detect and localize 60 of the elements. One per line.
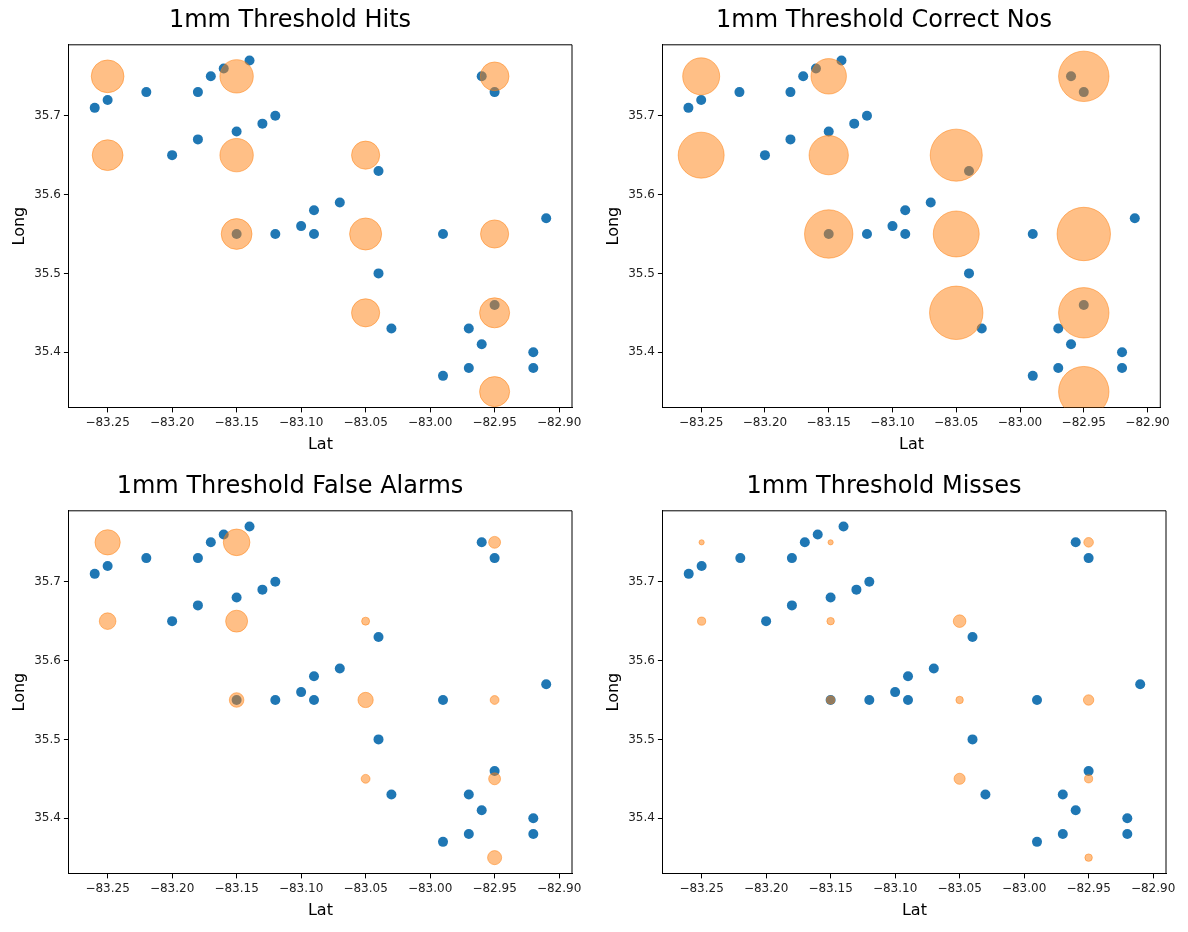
- y-tick-label: 35.7: [34, 573, 61, 588]
- x-tick-label: −83.20: [742, 414, 788, 429]
- x-tick-label: −83.00: [407, 414, 453, 429]
- x-tick-label: −82.90: [1125, 414, 1170, 429]
- y-tick-label: 35.7: [34, 107, 61, 122]
- x-tick-label: −83.10: [278, 414, 324, 429]
- x-tick-label: −82.95: [472, 880, 517, 895]
- y-tick-label: 35.4: [34, 344, 61, 359]
- y-tick-label: 35.5: [628, 731, 655, 746]
- x-tick-label: −83.10: [870, 414, 915, 429]
- x-tick-label: −83.25: [679, 880, 724, 895]
- x-tick-label: −83.15: [808, 880, 853, 895]
- x-tick-label: −83.05: [937, 880, 982, 895]
- y-tick-label: 35.5: [628, 265, 655, 280]
- chart-title: 1mm Threshold Correct Nos: [716, 4, 1052, 33]
- chart-title: 1mm Threshold Misses: [746, 470, 1022, 499]
- y-axis-title: Long: [602, 672, 622, 712]
- y-axis-title: Long: [602, 206, 622, 246]
- y-tick-label: 35.4: [628, 344, 655, 359]
- x-tick-label: −83.20: [149, 880, 195, 895]
- x-tick-label: −82.90: [536, 880, 582, 895]
- x-tick-label: −83.05: [343, 880, 388, 895]
- y-axis-title: Long: [8, 206, 28, 246]
- x-tick-label: −83.15: [214, 880, 259, 895]
- x-tick-label: −82.90: [1130, 880, 1176, 895]
- y-tick-label: 35.5: [34, 265, 61, 280]
- y-tick-label: 35.7: [628, 573, 655, 588]
- y-tick-label: 35.5: [34, 731, 61, 746]
- x-tick-label: −83.25: [85, 414, 130, 429]
- x-axis-title: Lat: [901, 899, 927, 919]
- x-tick-label: −83.20: [743, 880, 789, 895]
- x-tick-label: −82.90: [536, 414, 582, 429]
- x-tick-label: −83.15: [806, 414, 851, 429]
- x-tick-label: −83.20: [149, 414, 195, 429]
- x-tick-label: −83.25: [678, 414, 724, 429]
- x-tick-label: −82.95: [1066, 880, 1111, 895]
- chart-title: 1mm Threshold False Alarms: [116, 470, 464, 499]
- x-tick-label: −83.05: [343, 414, 388, 429]
- x-axis-title: Lat: [307, 899, 333, 919]
- y-tick-label: 35.6: [34, 186, 61, 201]
- y-tick-label: 35.4: [34, 810, 61, 825]
- x-tick-label: −83.10: [872, 880, 918, 895]
- x-tick-label: −82.95: [472, 414, 517, 429]
- x-tick-label: −83.00: [997, 414, 1043, 429]
- y-tick-label: 35.6: [628, 186, 655, 201]
- x-tick-label: −83.15: [214, 414, 259, 429]
- x-tick-label: −83.00: [1001, 880, 1047, 895]
- x-tick-label: −82.95: [1061, 414, 1106, 429]
- y-tick-label: 35.6: [628, 652, 655, 667]
- y-axis-title: Long: [8, 672, 28, 712]
- x-tick-label: −83.05: [934, 414, 979, 429]
- x-axis-title: Lat: [307, 433, 333, 453]
- x-tick-label: −83.00: [407, 880, 453, 895]
- y-tick-label: 35.4: [628, 810, 655, 825]
- x-tick-label: −83.25: [85, 880, 130, 895]
- x-axis-title: Lat: [899, 433, 925, 453]
- y-tick-label: 35.6: [34, 652, 61, 667]
- chart-title: 1mm Threshold Hits: [168, 4, 412, 33]
- x-tick-label: −83.10: [278, 880, 324, 895]
- y-tick-label: 35.7: [628, 107, 655, 122]
